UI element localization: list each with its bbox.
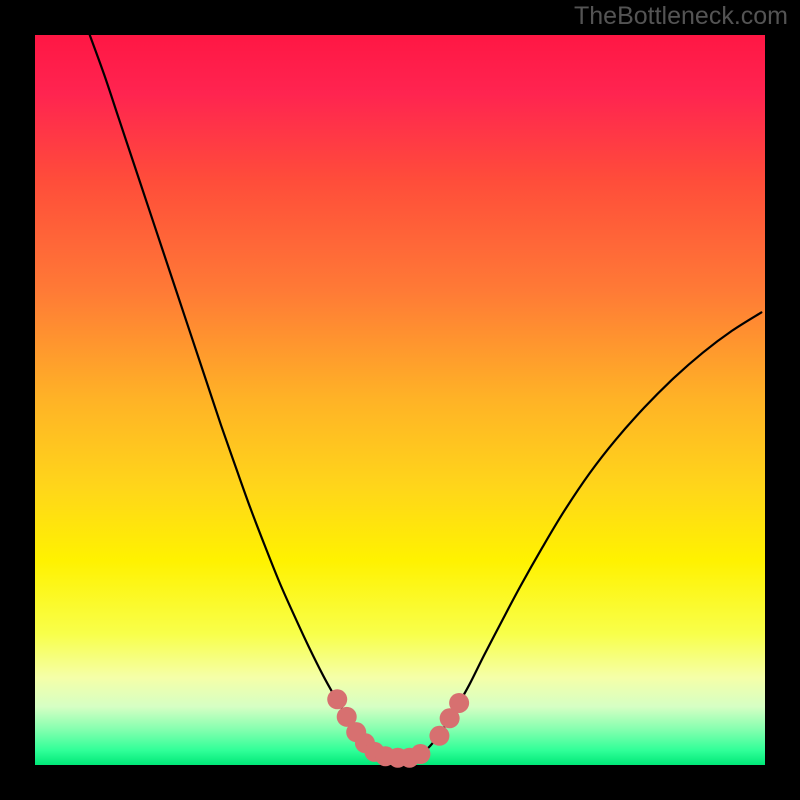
marker-group <box>327 689 469 767</box>
bottleneck-curve <box>90 35 762 758</box>
marker-dot <box>449 693 469 713</box>
marker-dot <box>429 726 449 746</box>
bottleneck-chart <box>0 0 800 800</box>
marker-dot <box>410 744 430 764</box>
marker-dot <box>327 689 347 709</box>
watermark: TheBottleneck.com <box>574 2 788 31</box>
chart-svg <box>0 0 800 800</box>
